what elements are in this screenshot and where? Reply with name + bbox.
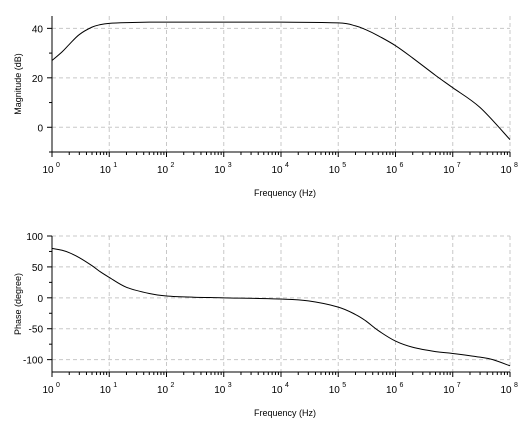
phase-x-tick-exp-3: 3 xyxy=(228,382,232,389)
magnitude-x-tick-label-8: 10 xyxy=(500,165,512,176)
phase-x-tick-label-8: 10 xyxy=(500,385,512,396)
magnitude-x-tick-exp-5: 5 xyxy=(342,162,346,169)
magnitude-x-axis-label: Frequency (Hz) xyxy=(254,188,316,198)
magnitude-y-tick-label-1: 20 xyxy=(32,74,44,85)
magnitude-x-tick-label-2: 10 xyxy=(157,165,169,176)
magnitude-x-tick-exp-8: 8 xyxy=(514,162,518,169)
magnitude-chart: 10 0 10 1 10 2 10 3 10 4 10 5 10 6 10 7 10 802040Frequenc… xyxy=(13,16,518,198)
phase-y-tick-label-2: 0 xyxy=(37,294,43,305)
phase-x-tick-exp-7: 7 xyxy=(457,382,461,389)
phase-x-tick-exp-6: 6 xyxy=(400,382,404,389)
phase-x-tick-label-5: 10 xyxy=(329,385,341,396)
phase-x-tick-label-7: 10 xyxy=(443,385,455,396)
magnitude-x-tick-label-5: 10 xyxy=(329,165,341,176)
magnitude-x-tick-label-7: 10 xyxy=(443,165,455,176)
phase-y-tick-label-4: 100 xyxy=(26,232,43,243)
magnitude-x-tick-exp-0: 0 xyxy=(56,162,60,169)
magnitude-y-axis-label: Magnitude (dB) xyxy=(13,53,23,115)
phase-x-tick-label-4: 10 xyxy=(271,385,283,396)
magnitude-x-tick-label-0: 10 xyxy=(42,165,54,176)
phase-y-tick-label-3: 50 xyxy=(32,263,44,274)
phase-y-tick-label-1: -50 xyxy=(29,325,44,336)
phase-x-tick-exp-4: 4 xyxy=(285,382,289,389)
magnitude-y-tick-label-0: 0 xyxy=(37,123,43,134)
magnitude-x-tick-label-6: 10 xyxy=(386,165,398,176)
magnitude-x-tick-exp-6: 6 xyxy=(400,162,404,169)
phase-x-tick-label-6: 10 xyxy=(386,385,398,396)
magnitude-x-tick-label-1: 10 xyxy=(100,165,112,176)
phase-x-tick-label-2: 10 xyxy=(157,385,169,396)
magnitude-x-tick-label-3: 10 xyxy=(214,165,226,176)
magnitude-x-tick-exp-7: 7 xyxy=(457,162,461,169)
phase-x-tick-label-0: 10 xyxy=(42,385,54,396)
phase-x-tick-exp-2: 2 xyxy=(171,382,175,389)
phase-y-axis-label: Phase (degree) xyxy=(13,273,23,335)
phase-x-tick-exp-5: 5 xyxy=(342,382,346,389)
magnitude-y-tick-label-2: 40 xyxy=(32,24,44,35)
magnitude-series-line-0 xyxy=(51,21,511,140)
phase-y-tick-label-0: -100 xyxy=(23,356,43,367)
magnitude-x-tick-label-4: 10 xyxy=(271,165,283,176)
phase-x-tick-label-3: 10 xyxy=(214,385,226,396)
phase-chart: 10 0 10 1 10 2 10 3 10 4 10 5 10 6 10 7 10 8-100-50050100… xyxy=(13,232,518,418)
phase-x-axis-label: Frequency (Hz) xyxy=(254,408,316,418)
phase-series-line-0 xyxy=(51,247,511,367)
magnitude-x-tick-exp-2: 2 xyxy=(171,162,175,169)
phase-x-tick-exp-8: 8 xyxy=(514,382,518,389)
magnitude-x-tick-exp-4: 4 xyxy=(285,162,289,169)
magnitude-x-tick-exp-1: 1 xyxy=(113,162,117,169)
magnitude-x-tick-exp-3: 3 xyxy=(228,162,232,169)
phase-x-tick-exp-0: 0 xyxy=(56,382,60,389)
phase-x-tick-label-1: 10 xyxy=(100,385,112,396)
phase-x-tick-exp-1: 1 xyxy=(113,382,117,389)
